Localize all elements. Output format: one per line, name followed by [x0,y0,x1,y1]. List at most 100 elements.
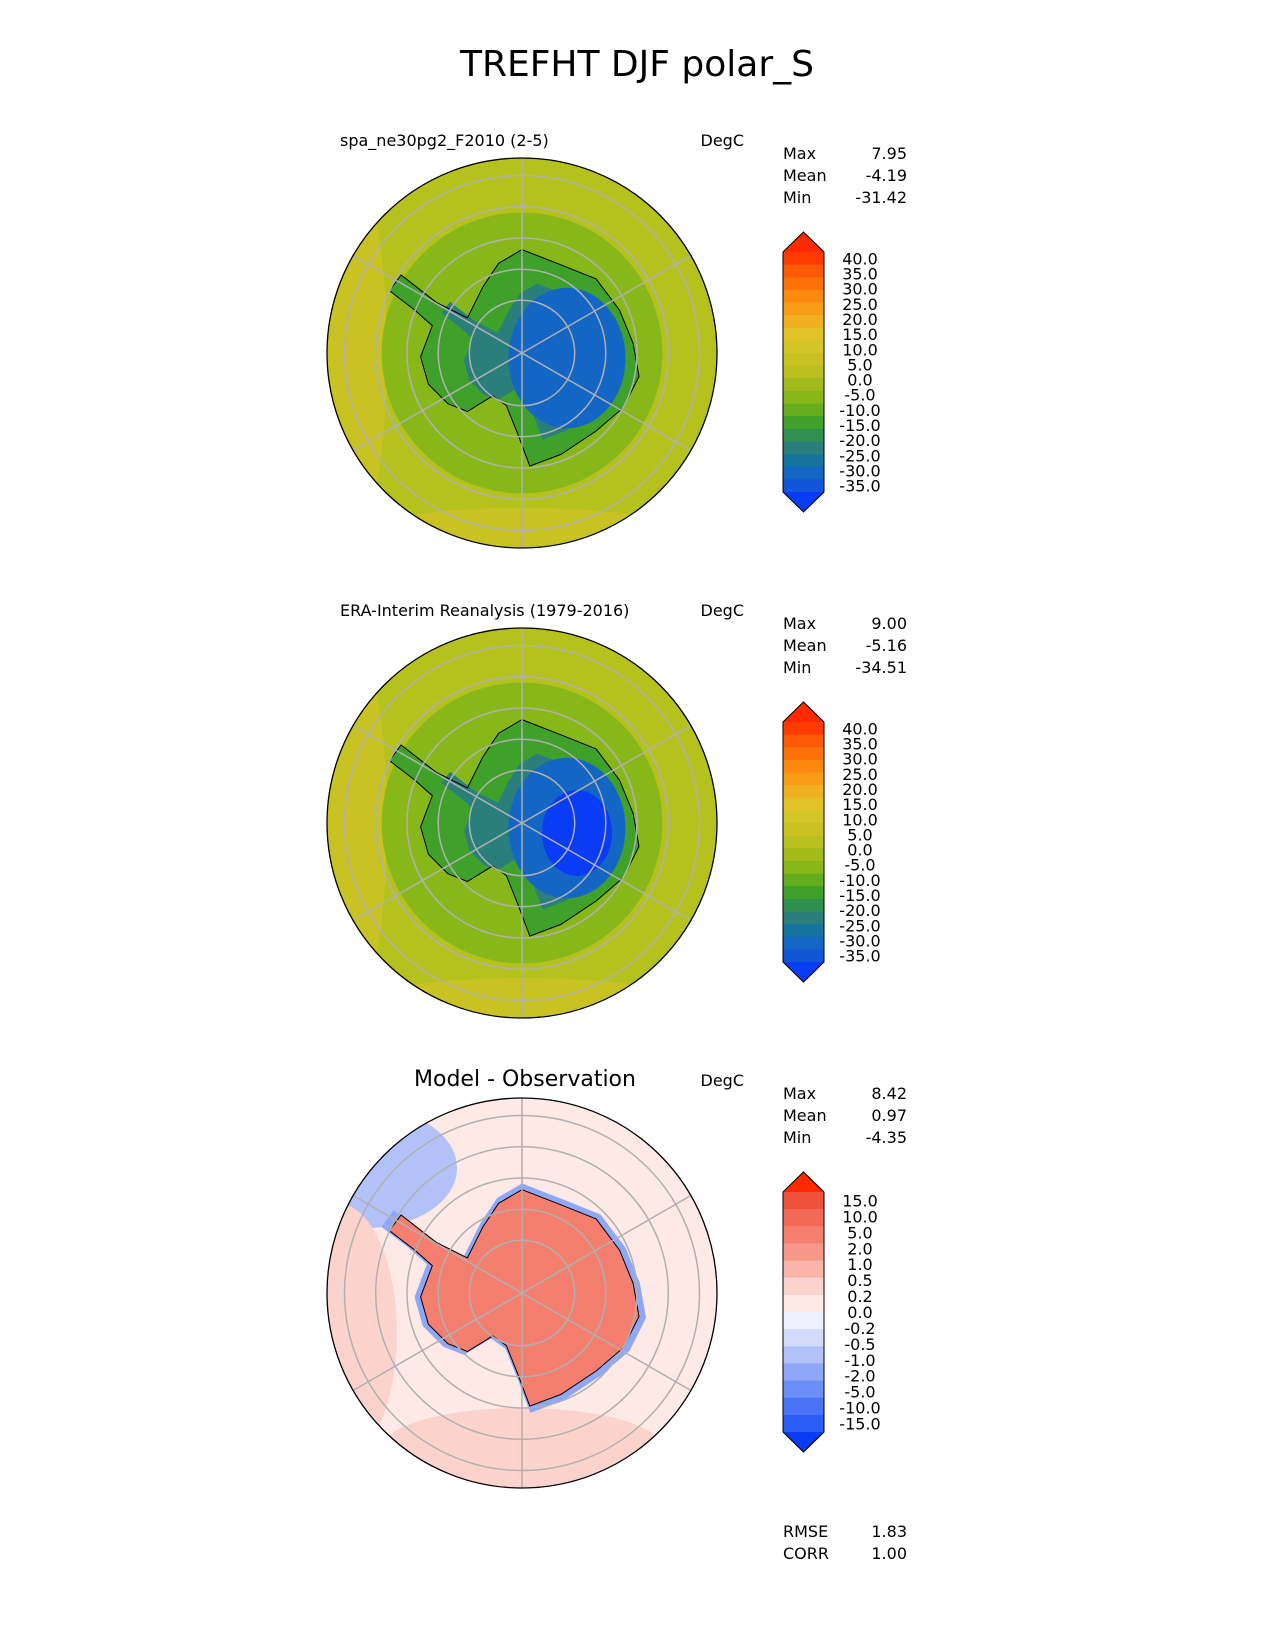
colorbar-tick-label: -35.0 [839,947,880,966]
map-field [327,1098,717,1488]
colorbar-tick-label: 35.0 [842,264,878,283]
longitude-gridline [521,724,692,824]
colorbar-segment [783,949,824,963]
colorbar: 40.035.030.025.020.015.010.05.00.0-5.0-1… [782,231,881,513]
stat-label-max: Max [783,1084,816,1103]
panel-3: Model - Observation DegC Max 8.42 Mean 0.97 Mi… [326,1067,907,1563]
colorbar-tick-label: 0.0 [847,1303,872,1322]
colorbar-segment [783,1209,824,1227]
panel-title: ERA-Interim Reanalysis (1979-2016) [340,601,629,620]
colorbar-segment [783,441,824,455]
longitude-gridline [521,822,692,922]
colorbar-tick-label: -5.0 [844,386,875,405]
longitude-gridline [352,254,523,354]
colorbar-tick-label: -1.0 [844,1351,875,1370]
colorbar-segment [783,1226,824,1244]
panel-title: Model - Observation [414,1067,636,1092]
colorbar: 40.035.030.025.020.015.010.05.00.0-5.0-1… [782,701,881,983]
colorbar-segment [783,353,824,367]
colorbar-tick-label: -10.0 [839,871,880,890]
panel-1: spa_ne30pg2_F2010 (2-5) DegC Max 7.95 Mean -4… [326,131,907,549]
colorbar-tick-label: 20.0 [842,310,878,329]
colorbar-extend-min [783,1432,824,1452]
colorbar-segment [783,747,824,761]
colorbar-segment [783,264,824,278]
colorbar-segment [783,911,824,925]
colorbar-segment [783,428,824,442]
colorbar-tick-label: -20.0 [839,901,880,920]
colorbar-segment [783,924,824,938]
colorbar-outline [782,701,825,983]
colorbar-tick-label: 35.0 [842,734,878,753]
stat-label-max: Max [783,614,816,633]
colorbar-segment [783,1243,824,1262]
colorbar-tick-label: 15.0 [842,1192,878,1211]
stat-label-min: Min [783,658,811,677]
colorbar-segment [783,1397,824,1416]
colorbar-segment [783,823,824,837]
stat-value-max: 7.95 [871,144,907,163]
colorbar-segment [783,722,824,736]
stat-label-min: Min [783,1128,811,1147]
stat-label-max: Max [783,144,816,163]
metric-label-rmse: RMSE [783,1522,828,1541]
colorbar-tick-label: -10.0 [839,401,880,420]
colorbar-tick-label: 20.0 [842,780,878,799]
colorbar-tick-label: 25.0 [842,765,878,784]
stat-label-mean: Mean [783,1106,827,1125]
stat-value-mean: 0.97 [871,1106,907,1125]
longitude-gridline [521,1292,692,1392]
colorbar-tick-label: 15.0 [842,795,878,814]
colorbar-segment [783,898,824,912]
colorbar-segment [783,785,824,799]
coastline [388,249,640,467]
colorbar-segment [783,1414,824,1433]
colorbar-tick-label: 40.0 [842,719,878,738]
colorbar-extend-max [783,232,824,252]
cool-anomaly [327,1108,457,1228]
colorbar-tick-label: -15.0 [839,1414,880,1433]
warm-ocean-band [327,628,387,1018]
colorbar-segment [783,289,824,304]
colorbar-tick-label: -30.0 [839,932,880,951]
colorbar-segment [783,416,824,430]
colorbar-segment [783,277,824,291]
colorbar-segment [783,454,824,468]
stat-value-max: 9.00 [871,614,907,633]
colorbar-segment [783,1380,824,1399]
colorbar-tick-label: -35.0 [839,477,880,496]
colorbar-segment [783,340,824,354]
colorbar-tick-label: -5.0 [844,1383,875,1402]
colorbar-segment [783,936,824,950]
colorbar-tick-label: -5.0 [844,856,875,875]
colorbar-tick-label: 0.0 [847,371,872,390]
interior-field [541,790,613,876]
longitude-gridline [352,724,523,824]
coastline [388,719,640,937]
colorbar-tick-label: 1.0 [847,1255,872,1274]
map-boundary [326,157,718,549]
colorbar-segment [783,860,824,875]
panel-units: DegC [701,601,745,620]
panel-2: ERA-Interim Reanalysis (1979-2016) DegC Ma… [326,601,907,1019]
longitude-gridline [352,1292,523,1392]
interior-field [508,287,626,429]
colorbar-tick-label: 40.0 [842,249,878,268]
warm-ocean-band [327,158,387,548]
stat-value-min: -4.35 [866,1128,907,1147]
colorbar-segment [783,302,824,316]
colorbar-segment [783,1312,824,1330]
map-boundary [326,1097,718,1489]
panel-units: DegC [701,1071,745,1090]
colorbar-segment [783,873,824,887]
colorbar-segment [783,848,824,862]
colorbar-tick-label: 15.0 [842,325,878,344]
colorbar-extend-min [783,492,824,512]
longitude-gridline [521,1194,692,1294]
colorbar-extend-max [783,1172,824,1192]
metric-value-rmse: 1.83 [871,1522,907,1541]
figure-title: TREFHT DJF polar_S [459,44,814,85]
colorbar-tick-label: 30.0 [842,280,878,299]
colorbar-tick-label: 10.0 [842,1207,878,1226]
stat-label-mean: Mean [783,166,827,185]
